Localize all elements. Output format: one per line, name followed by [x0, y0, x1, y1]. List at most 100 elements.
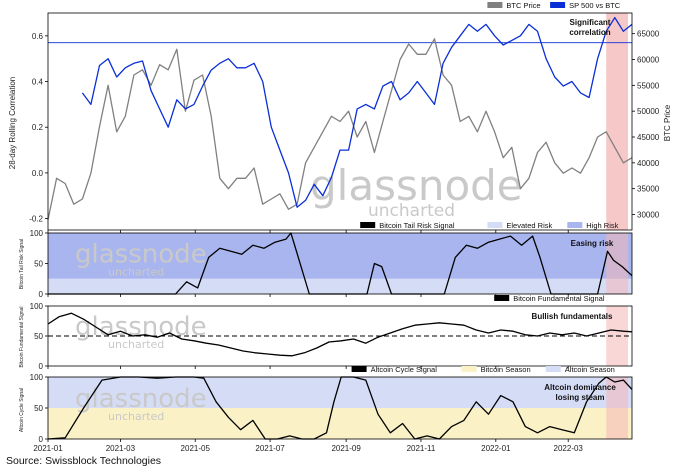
- y2-axis-ticks: 65000 60000 55000 50000 45000 40000 35000 30000: [632, 30, 660, 220]
- series-line-btc-price: [47, 38, 633, 220]
- y2-tick-label: 40000: [637, 159, 660, 168]
- legend-label: Altcoin Season: [565, 365, 615, 374]
- season-bands: [48, 377, 632, 439]
- series-line-sp-500-vs-btc: [81, 16, 633, 208]
- watermark-brand: glassnode: [75, 239, 207, 269]
- watermark-sub: uncharted: [108, 265, 164, 278]
- legend: Bitcoin Tail Risk Signal Elevated Risk Hig…: [360, 221, 619, 230]
- annotation-text: losing steam: [556, 393, 605, 402]
- y-tick-label: 50: [34, 332, 43, 341]
- legend-swatch: [360, 222, 376, 228]
- y-tick-label: 0.6: [32, 32, 44, 41]
- annotation-text: Easing risk: [571, 239, 614, 248]
- legend-label: BTC Price: [506, 1, 540, 10]
- y-axis-label: Bitcoin Tail Risk Signal: [19, 239, 25, 289]
- annotation: Bullish fundamentals: [532, 312, 613, 321]
- watermark-brand: glassnode: [75, 312, 207, 342]
- y-tick-label: -0.2: [29, 215, 43, 224]
- annotation-text: correlation: [569, 28, 610, 37]
- y2-tick-label: 60000: [637, 56, 660, 65]
- y-tick-label: 0.2: [32, 123, 44, 132]
- annotation-text: Bullish fundamentals: [532, 312, 613, 321]
- legend-label: High Risk: [586, 221, 618, 230]
- y-tick-label: 50: [34, 260, 43, 269]
- x-tick-label: 2021-05: [181, 444, 211, 453]
- x-axis-ticks: [47, 366, 569, 369]
- x-axis-ticks: [47, 230, 569, 233]
- legend: Altcoin Cycle Signal Bitcoin Season Altcoi…: [351, 365, 615, 374]
- y-axis-ticks: 0.6 0.4 0.2 0.0 -0.2: [29, 32, 48, 224]
- legend-swatch: [351, 366, 367, 372]
- legend: BTC Price SP 500 vs BTC: [487, 1, 621, 10]
- legend-swatch: [487, 2, 503, 8]
- plot-series: [47, 16, 633, 220]
- y-tick-label: 0: [39, 290, 44, 299]
- legend-label: Bitcoin Tail Risk Signal: [379, 221, 455, 230]
- y-tick-label: 0: [39, 435, 44, 444]
- y-axis-ticks: 0 50 100: [30, 373, 48, 444]
- highlight-band: [606, 377, 628, 439]
- highlight-band: [606, 13, 628, 230]
- series-line-bitcoin-tail-risk-signal: [48, 232, 633, 295]
- x-tick-label: 2022-01: [481, 444, 511, 453]
- x-tick-label: 2021-11: [407, 444, 436, 453]
- series-line-bitcoin-fundamental-signal: [47, 312, 633, 357]
- legend-swatch: [461, 366, 477, 372]
- y-axis-label: Bitcoin Fundamental Signal: [19, 307, 25, 368]
- x-tick-label: 2021-07: [255, 444, 285, 453]
- plot-series: [47, 312, 633, 357]
- legend-swatch: [494, 295, 510, 301]
- y2-tick-label: 55000: [637, 81, 660, 90]
- x-tick-label: 2021-01: [33, 444, 63, 453]
- y-tick-label: 100: [30, 302, 44, 311]
- y2-tick-label: 65000: [637, 30, 660, 39]
- legend: Bitcoin Fundamental Signal: [494, 294, 605, 303]
- watermark-sub: uncharted: [108, 410, 164, 423]
- y-axis-ticks: 0 50 100: [30, 229, 48, 299]
- source-note: Source: Swissblock Technologies: [6, 455, 162, 467]
- plot-series: [48, 232, 633, 295]
- y-axis-label: Altcoin Cycle Signal: [19, 388, 25, 432]
- y2-tick-label: 45000: [637, 133, 660, 142]
- y2-tick-label: 35000: [637, 185, 660, 194]
- y-axis-ticks: 0 50 100: [30, 302, 48, 371]
- legend-label: Bitcoin Fundamental Signal: [513, 294, 605, 303]
- x-tick-label: 2021-09: [331, 444, 361, 453]
- y-tick-label: 100: [30, 373, 44, 382]
- band-bitcoin-season: [48, 408, 632, 439]
- annotation-text: Significant: [570, 18, 611, 27]
- legend-swatch: [550, 2, 566, 8]
- band-elevated-risk: [48, 278, 632, 294]
- legend-swatch: [487, 222, 503, 228]
- y2-axis-label: BTC Price: [663, 104, 672, 141]
- legend-label: Bitcoin Season: [481, 365, 531, 374]
- x-tick-label: 2021-03: [106, 444, 136, 453]
- legend-label: SP 500 vs BTC: [569, 1, 621, 10]
- legend-swatch: [545, 366, 561, 372]
- x-axis-ticks: [47, 294, 569, 297]
- y-tick-label: 0.4: [32, 78, 44, 87]
- y-tick-label: 50: [34, 404, 43, 413]
- x-axis-ticks: 2021-01 2021-03 2021-05 2021-07 2021-09 2021-…: [33, 439, 583, 453]
- y-tick-label: 100: [30, 229, 44, 238]
- watermark-brand: glassnode: [310, 161, 523, 210]
- y2-tick-label: 30000: [637, 211, 660, 220]
- y2-tick-label: 50000: [637, 107, 660, 116]
- legend-swatch: [567, 222, 583, 228]
- plot-frame: [47, 12, 633, 231]
- legend-label: Elevated Risk: [506, 221, 552, 230]
- watermark-sub: uncharted: [108, 338, 164, 351]
- y-axis-label: 28-day Rolling Correlation: [8, 77, 17, 170]
- x-tick-label: 2022-03: [554, 444, 584, 453]
- y-tick-label: 0: [39, 362, 44, 371]
